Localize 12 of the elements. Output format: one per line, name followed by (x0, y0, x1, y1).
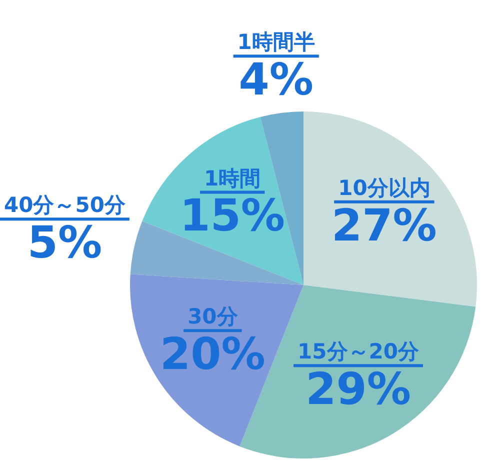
slice-label: 1時間 (204, 166, 261, 190)
slice-label: 30分 (188, 304, 239, 329)
data-label: 4% (238, 54, 314, 106)
data-label: 5% (27, 218, 102, 269)
slice-label: 15分～20分 (298, 340, 420, 364)
slice-label: 1時間半 (237, 30, 315, 54)
data-label: 15% (180, 190, 286, 242)
slice-label: 10分以内 (338, 176, 430, 200)
data-label: 20% (160, 329, 266, 380)
data-label: 29% (306, 364, 411, 416)
data-label: 27% (332, 200, 437, 252)
slice-label: 40分～50分 (4, 193, 126, 218)
